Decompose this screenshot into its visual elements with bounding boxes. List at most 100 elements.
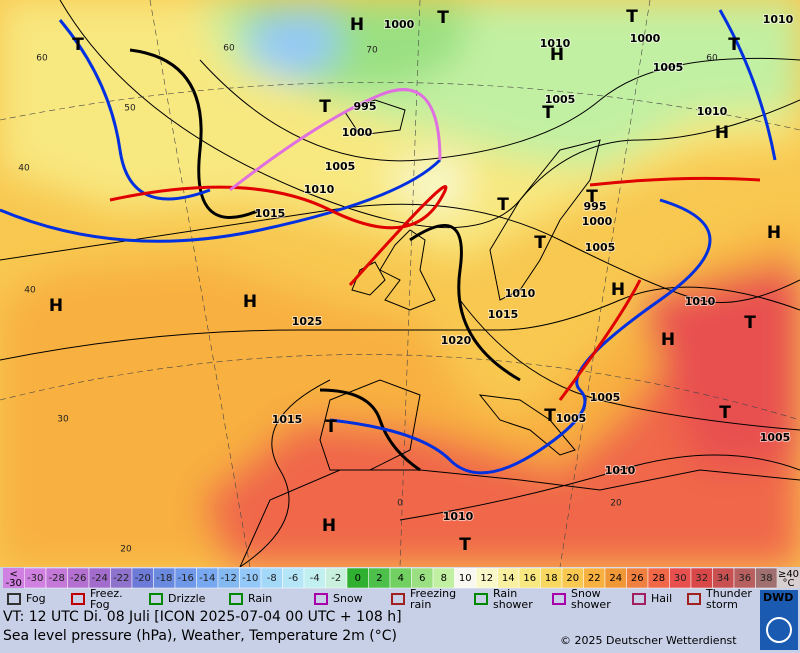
isobar-label: 1000: [384, 18, 415, 31]
high-pressure-label: H: [49, 296, 63, 316]
high-pressure-label: H: [715, 123, 729, 143]
isobar-label: 1010: [443, 510, 474, 523]
low-pressure-label: T: [542, 103, 554, 123]
symbol-icon: [7, 593, 21, 605]
isobar-label: 1005: [545, 93, 576, 106]
scale-label: -24: [92, 573, 108, 584]
isobar-label: 1000: [582, 215, 613, 228]
symbol-icon: [474, 593, 488, 605]
low-pressure-label: T: [544, 406, 556, 426]
isobar-label: 1005: [325, 160, 356, 173]
isobar-label: 1005: [590, 391, 621, 404]
isotherm-label: 40: [18, 164, 30, 174]
scale-label: 38: [760, 573, 773, 584]
isobar-label: 1010: [605, 464, 636, 477]
symbol-label: Fog: [90, 598, 110, 611]
scale-label: 36: [738, 573, 751, 584]
low-pressure-label: T: [497, 195, 509, 215]
symbol-label: Drizzle: [168, 592, 206, 605]
symbol-icon: [632, 593, 646, 605]
scale-label: 22: [588, 573, 601, 584]
isobar-label: 1025: [292, 315, 323, 328]
scale-label: -14: [199, 573, 215, 584]
symbol-icon: [314, 593, 328, 605]
high-pressure-label: H: [550, 45, 564, 65]
scale-label: -20: [135, 573, 151, 584]
scale-cell: [3, 568, 25, 588]
symbol-label: Fog: [26, 592, 46, 605]
isobar-label: 1015: [488, 308, 519, 321]
isobars: [0, 0, 800, 567]
graticule: [0, 0, 800, 567]
scale-label: 12: [480, 573, 493, 584]
isotherm-label: 20: [120, 545, 132, 555]
scale-cell: [777, 568, 800, 588]
isobar-label: 1005: [585, 241, 616, 254]
isobar-label: 1005: [653, 61, 684, 74]
symbol-label: Snow: [571, 587, 601, 600]
scale-label: 24: [609, 573, 622, 584]
symbol-icon: [391, 593, 405, 605]
scale-label: -28: [49, 573, 65, 584]
isotherm-label: 70: [366, 46, 378, 56]
scale-label: 20: [566, 573, 579, 584]
scale-unit: °C: [783, 578, 795, 589]
low-pressure-label: T: [586, 187, 598, 207]
symbol-label: Thunder: [705, 587, 752, 600]
symbol-icon: [71, 593, 85, 605]
isotherm-label: 60: [223, 44, 235, 54]
scale-label: 26: [631, 573, 644, 584]
symbol-label: Rain: [248, 592, 272, 605]
isotherm-label: 30: [57, 415, 69, 425]
scale-label: -4: [310, 573, 320, 584]
high-pressure-label: H: [322, 516, 336, 536]
logo-box: [760, 590, 798, 650]
scale-label: -16: [178, 573, 194, 584]
fronts: [0, 9, 777, 475]
scale-label: 34: [717, 573, 730, 584]
bold-isobars: [129, 48, 521, 472]
scale-label: 2: [376, 573, 382, 584]
scale-label: 32: [695, 573, 708, 584]
low-pressure-label: T: [72, 35, 84, 55]
isotherm-label: 20: [610, 499, 622, 509]
isotherm-label: 60: [706, 54, 718, 64]
isotherm-label: 0: [397, 499, 403, 509]
coastlines: [239, 99, 800, 567]
scale-label: 4: [398, 573, 404, 584]
logo-swirl: [766, 617, 792, 643]
symbol-icon: [229, 593, 243, 605]
scale-above-symbol: ≥40: [778, 569, 799, 580]
temperature-field: [0, 0, 800, 567]
low-pressure-label: T: [325, 417, 337, 437]
scale-label: 14: [502, 573, 515, 584]
scale-label: -30: [27, 573, 43, 584]
high-pressure-label: H: [611, 280, 625, 300]
scale-label: 8: [441, 573, 447, 584]
symbol-label: storm: [706, 598, 738, 611]
high-pressure-label: H: [661, 330, 675, 350]
scale-label: 6: [419, 573, 425, 584]
isobar-label: 1010: [304, 183, 335, 196]
isotherm-label: 40: [24, 286, 36, 296]
copyright: © 2025 Deutscher Wetterdienst: [560, 634, 737, 647]
scale-label: -18: [156, 573, 172, 584]
isotherm-label: 60: [36, 54, 48, 64]
low-pressure-label: T: [744, 313, 756, 333]
description: Sea level pressure (hPa), Weather, Tempe…: [3, 628, 397, 644]
low-pressure-label: T: [626, 7, 638, 27]
scale-label: -12: [221, 573, 237, 584]
isobar-label: 1015: [255, 207, 286, 220]
isobar-label: 1010: [685, 295, 716, 308]
scale-label: 16: [523, 573, 536, 584]
symbol-icon: [149, 593, 163, 605]
low-pressure-label: T: [319, 97, 331, 117]
symbol-label: shower: [571, 598, 611, 611]
symbol-icon: [687, 593, 701, 605]
symbol-label: Freez.: [90, 587, 123, 600]
symbol-label: rain: [410, 598, 431, 611]
isobar-label: 995: [354, 100, 377, 113]
scale-label: -10: [242, 573, 258, 584]
isobar-label: 1010: [697, 105, 728, 118]
scale-label: -8: [267, 573, 277, 584]
